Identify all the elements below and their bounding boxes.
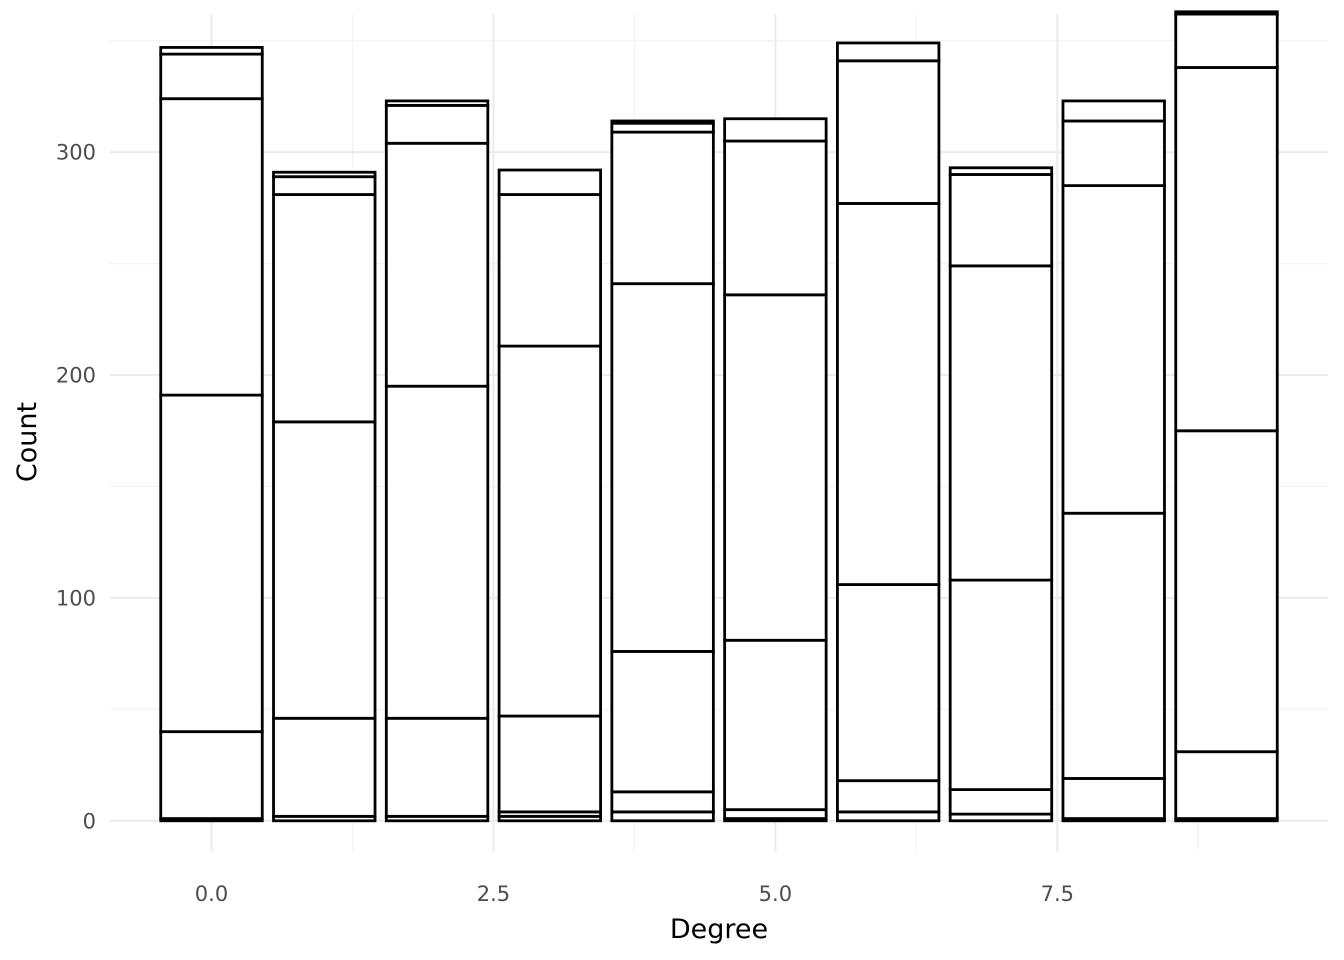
bar-stack <box>723 117 828 823</box>
x-axis-title: Degree <box>670 914 768 945</box>
bar-segment <box>610 790 715 814</box>
bar-segment <box>1061 119 1166 188</box>
bar-segment <box>497 344 602 718</box>
y-tick-label: 300 <box>56 141 96 165</box>
bar-segment <box>836 41 941 63</box>
bar-segment <box>497 193 602 348</box>
bar-segment <box>610 119 715 125</box>
bar-segment <box>1174 10 1279 16</box>
bar-stack <box>1174 10 1279 823</box>
bar-segment <box>272 716 377 818</box>
bar-segment <box>1174 66 1279 433</box>
bar-segment <box>497 714 602 814</box>
bar-stack <box>948 166 1054 823</box>
bar-segment <box>159 52 264 101</box>
bar-stack <box>1061 99 1166 823</box>
bar-segment <box>948 173 1054 268</box>
y-tick-label: 100 <box>56 586 96 610</box>
bar-segment <box>723 139 828 297</box>
y-tick-label: 0 <box>83 809 96 833</box>
bar-segment <box>836 779 941 814</box>
y-axis-title: Count <box>12 402 43 482</box>
y-tick-label: 200 <box>56 364 96 388</box>
bar-segment <box>836 583 941 783</box>
bar-segment <box>384 103 490 145</box>
bar-segment <box>272 175 377 196</box>
bar-segment <box>723 117 828 143</box>
bar-segment <box>1061 777 1166 820</box>
x-tick-label: 5.0 <box>759 882 792 906</box>
bar-segment <box>836 59 941 205</box>
bar-segment <box>1174 429 1279 754</box>
bar-segment <box>1061 511 1166 780</box>
bar-stack <box>384 99 490 823</box>
bar-segment <box>836 202 941 586</box>
bar-segment <box>1061 99 1166 123</box>
bar-stack <box>159 46 264 823</box>
bar-segment <box>948 264 1054 582</box>
bar-segment <box>948 166 1054 176</box>
bar-segment <box>384 141 490 388</box>
bar-segment <box>497 168 602 196</box>
bar-segment <box>384 716 490 818</box>
bar-segment <box>948 788 1054 816</box>
bar-segment <box>723 293 828 642</box>
y-axis-ticks: 0 100 200 300 <box>56 141 96 834</box>
bar-segment <box>272 420 377 720</box>
bar-segment <box>159 46 264 56</box>
bar-segment <box>1174 12 1279 69</box>
x-axis-ticks: 0.0 2.5 5.0 7.5 <box>195 882 1074 906</box>
bar-stack <box>610 119 715 823</box>
bar-segment <box>159 393 264 734</box>
bar-segment <box>610 650 715 794</box>
bar-segment <box>1061 184 1166 515</box>
bar-segment <box>272 193 377 424</box>
bar-segment <box>159 730 264 820</box>
bar-segment <box>1174 750 1279 820</box>
bar-segment <box>723 638 828 812</box>
bar-segment <box>948 578 1054 791</box>
bar-segment <box>159 97 264 397</box>
bar-segment <box>384 384 490 720</box>
bar-stack <box>836 41 941 823</box>
bar-segment <box>610 130 715 286</box>
bar-segment <box>384 99 490 107</box>
bar-segment <box>610 282 715 653</box>
x-tick-label: 2.5 <box>477 882 510 906</box>
x-tick-label: 0.0 <box>195 882 228 906</box>
bar-stack <box>272 170 377 823</box>
bar-stack <box>497 168 602 823</box>
bars <box>159 10 1279 823</box>
x-tick-label: 7.5 <box>1041 882 1074 906</box>
bar-segment <box>272 170 377 179</box>
